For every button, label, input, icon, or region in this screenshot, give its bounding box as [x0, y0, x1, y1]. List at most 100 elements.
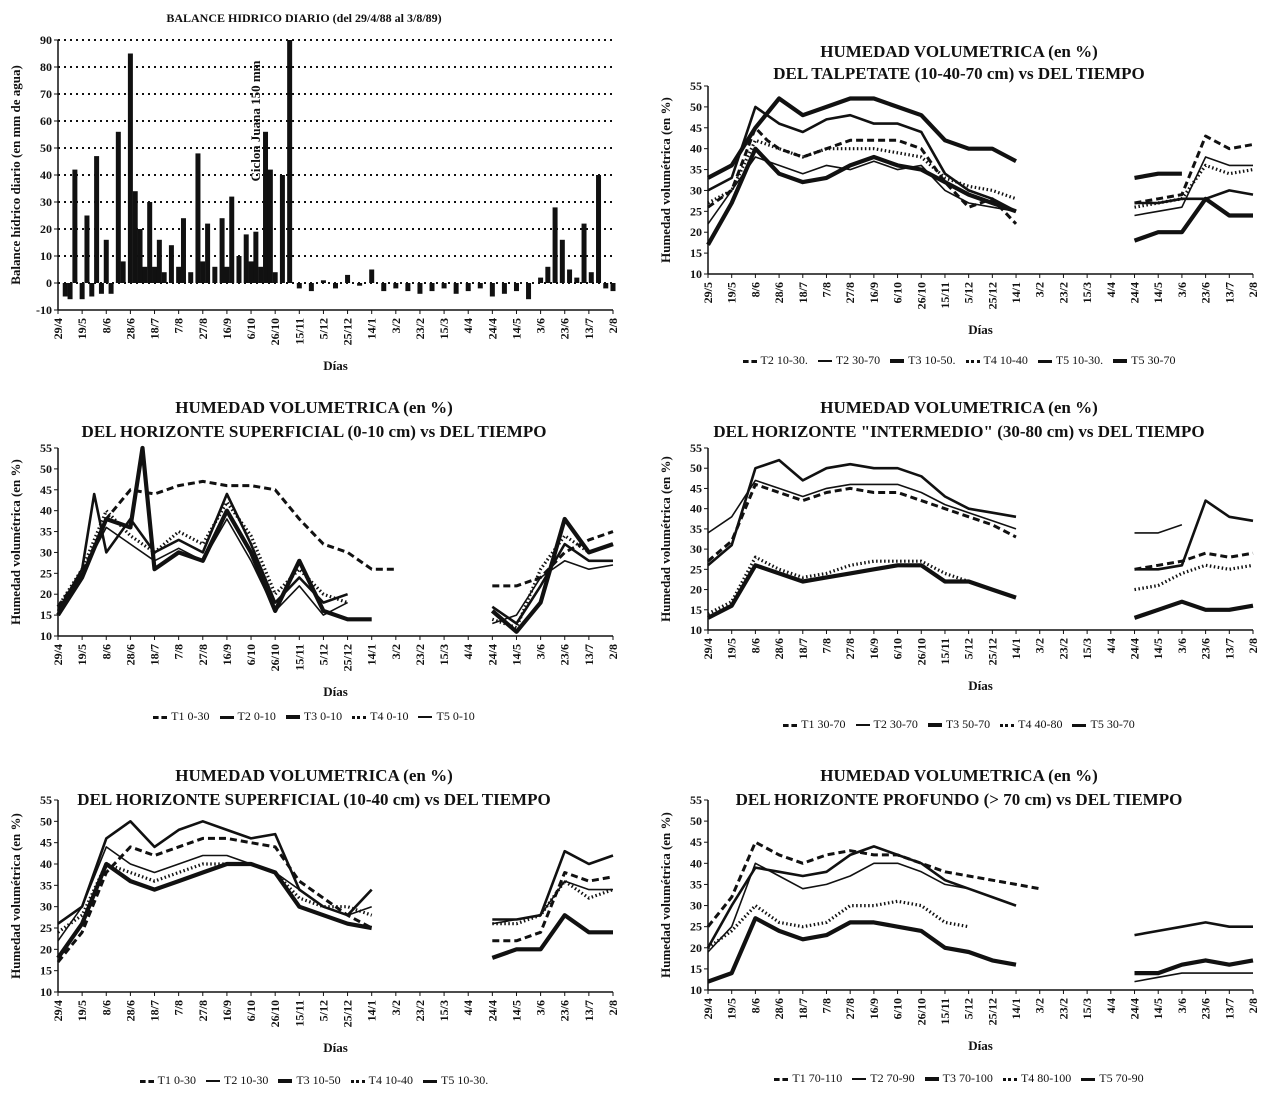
chart-svg-balance: -10 0 10 20 30 40 50 60 70 80 90 29/4 19/5 8/6 28/6 18/…	[8, 33, 620, 373]
bar	[103, 239, 109, 283]
series-line	[1134, 171, 1182, 180]
x-tick-label: 25/12	[985, 282, 999, 309]
legend-swatch	[852, 1078, 867, 1081]
series-line	[1134, 958, 1254, 976]
x-tick-label: 6/10	[244, 1000, 258, 1021]
y-tick-label: 40	[690, 856, 702, 870]
x-tick-label: 6/10	[891, 282, 905, 303]
bar	[545, 266, 551, 283]
x-tick-label: 19/5	[75, 644, 89, 665]
x-tick-label: 29/4	[701, 638, 715, 659]
x-axis-label: Días	[968, 322, 993, 337]
bar	[441, 283, 447, 289]
x-tick-label: 3/6	[1175, 282, 1189, 297]
x-tick-label: 4/4	[1104, 998, 1118, 1013]
x-axis-label: Días	[323, 358, 348, 373]
legend-swatch	[278, 1079, 293, 1084]
x-tick-label: 16/9	[867, 998, 881, 1019]
bar	[115, 131, 121, 283]
x-tick-label: 4/4	[461, 318, 475, 333]
bar	[559, 239, 565, 283]
y-tick-label: 50	[40, 141, 52, 155]
bar	[574, 277, 580, 283]
x-tick-label: 23/6	[1199, 282, 1213, 303]
y-tick-label: 0	[46, 276, 52, 290]
x-tick-label: 3/2	[389, 1000, 403, 1015]
y-tick-label: 40	[690, 142, 702, 156]
y-tick-label: 10	[690, 267, 702, 281]
legend: T1 30-70 T2 30-70 T3 50-70 T4 40-80 T5 30-70	[640, 716, 1278, 732]
x-tick-label: 16/9	[220, 644, 234, 665]
x-tick-label: 6/10	[244, 644, 258, 665]
x-tick-label: 13/7	[582, 318, 596, 339]
legend-item: T2 10-30	[206, 1072, 268, 1088]
legend-swatch	[350, 1079, 365, 1083]
y-axis-label: Humedad volumétrica (en %)	[8, 459, 23, 625]
x-tick-label: 5/12	[962, 638, 976, 659]
y-tick-label: 45	[690, 481, 702, 495]
chart-subtitle: DEL HORIZONTE SUPERFICIAL (0-10 cm) vs D…	[81, 422, 547, 441]
legend-label: T3 0-10	[303, 709, 343, 723]
chart-panel-balance: BALANCE HIDRICO DIARIO (del 29/4/88 al 3…	[0, 0, 628, 380]
x-tick-label: 2/8	[606, 318, 620, 333]
x-tick-label: 15/11	[292, 318, 306, 345]
bar	[248, 261, 254, 283]
x-tick-label: 24/4	[1128, 998, 1142, 1019]
legend-item: T1 0-30	[153, 708, 210, 724]
legend-item: T4 80-100	[1002, 1070, 1071, 1086]
x-tick-label: 29/4	[51, 318, 65, 339]
bar	[489, 283, 495, 297]
x-tick-label: 3/6	[534, 1000, 548, 1015]
x-tick-label: 16/9	[867, 282, 881, 303]
y-tick-label: 35	[690, 522, 702, 536]
y-tick-label: 15	[690, 246, 702, 260]
chart-subtitle: DEL TALPETATE (10-40-70 cm) vs DEL TIEMP…	[773, 64, 1145, 83]
legend-item: T2 30-70	[855, 716, 918, 732]
x-tick-label: 7/8	[819, 998, 833, 1013]
x-tick-label: 18/7	[796, 282, 810, 303]
x-tick-label: 3/6	[1175, 638, 1189, 653]
y-tick-label: 55	[40, 441, 52, 455]
legend-swatch	[139, 1079, 154, 1083]
y-tick-label: 35	[40, 525, 52, 539]
legend-swatch	[965, 359, 980, 363]
x-tick-label: 29/4	[51, 644, 65, 665]
y-tick-label: 45	[690, 835, 702, 849]
x-tick-label: 18/7	[796, 998, 810, 1019]
series-line	[56, 836, 373, 964]
legend-item: T5 0-10	[418, 708, 475, 724]
x-tick-label: 26/10	[268, 318, 282, 345]
x-tick-label: 29/4	[701, 998, 715, 1019]
x-tick-label: 18/7	[148, 644, 162, 665]
bar	[596, 175, 602, 283]
bar	[200, 261, 206, 283]
series-line	[56, 479, 396, 608]
bar	[369, 269, 375, 283]
legend-label: T2 0-10	[237, 709, 276, 723]
x-tick-label: 14/5	[1151, 638, 1165, 659]
series-line	[707, 138, 1017, 205]
y-tick-label: 35	[40, 878, 52, 892]
legend-label: T5 30-70	[1090, 717, 1135, 731]
bar	[308, 283, 314, 292]
bar	[219, 218, 225, 283]
x-tick-label: 19/5	[725, 282, 739, 303]
x-tick-label: 26/10	[914, 998, 928, 1025]
y-tick-label: 10	[40, 249, 52, 263]
x-tick-label: 24/4	[485, 644, 499, 665]
bar	[393, 283, 399, 289]
y-tick-label: 40	[40, 168, 52, 182]
y-axis-label: Humedad volumétrica (en %)	[8, 813, 23, 979]
legend-swatch	[742, 359, 757, 363]
x-tick-label: 23/6	[1199, 638, 1213, 659]
x-tick-label: 6/10	[891, 638, 905, 659]
x-tick-label: 5/12	[316, 644, 330, 665]
chart-svg-profundo: 10 15 20 25 30 35 40 45 50 55 29/4 19/5 8/6 28/6 18/7 7…	[658, 793, 1260, 1053]
x-tick-label: 26/10	[268, 1000, 282, 1027]
x-tick-label: 3/6	[534, 644, 548, 659]
bar	[381, 283, 387, 292]
y-tick-label: 15	[40, 964, 52, 978]
chart-panel-intermedio: HUMEDAD VOLUMETRICA (en %) DEL HORIZONTE…	[640, 380, 1278, 740]
x-tick-label: 14/5	[509, 318, 523, 339]
bar	[296, 283, 302, 289]
